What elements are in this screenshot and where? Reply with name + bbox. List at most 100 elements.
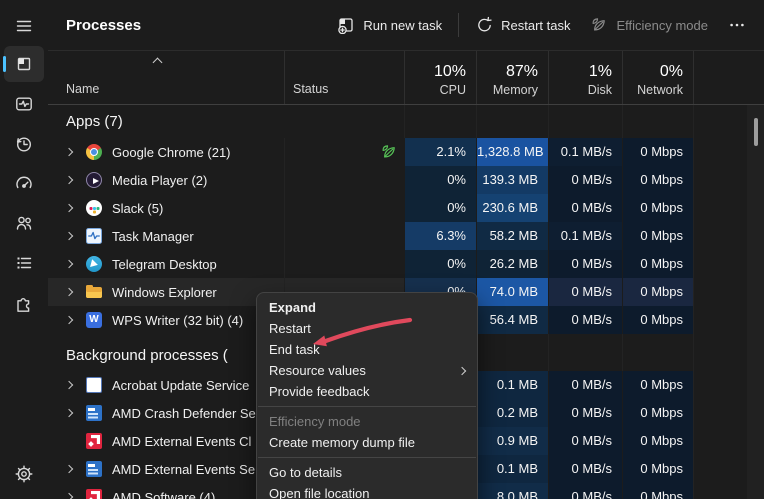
chrome-icon — [86, 144, 102, 160]
network-cell: 0 Mbps — [622, 250, 693, 278]
disk-total-percent: 1% — [589, 63, 612, 81]
disk-cell: 0 MB/s — [548, 371, 622, 399]
process-name: Telegram Desktop — [112, 257, 217, 272]
sidebar-item-details[interactable] — [4, 245, 44, 281]
menu-item-create-memory-dump[interactable]: Create memory dump file — [257, 432, 477, 453]
windows-explorer-folder-icon — [86, 284, 102, 300]
restart-task-button[interactable]: Restart task — [465, 10, 580, 40]
vertical-scrollbar-thumb[interactable] — [754, 118, 758, 146]
amd-icon — [86, 433, 102, 449]
expand-chevron-icon[interactable] — [66, 289, 82, 295]
network-cell: 0 Mbps — [622, 222, 693, 250]
expand-chevron-icon[interactable] — [66, 261, 82, 267]
column-header-status[interactable]: Status — [284, 51, 404, 104]
process-row-media-player[interactable]: Media Player (2) 0% 139.3 MB 0 MB/s 0 Mb… — [48, 166, 747, 194]
menu-item-go-to-details[interactable]: Go to details — [257, 462, 477, 483]
process-name: Task Manager — [112, 229, 194, 244]
sidebar-item-app-history[interactable] — [4, 126, 44, 162]
process-name: Acrobat Update Service — [112, 378, 249, 393]
network-total-percent: 0% — [660, 63, 683, 81]
context-menu: Expand Restart End task Resource values … — [256, 292, 478, 499]
expand-chevron-icon[interactable] — [66, 494, 82, 499]
slack-icon — [86, 200, 102, 216]
sidebar — [0, 0, 48, 499]
sidebar-item-processes[interactable] — [4, 46, 44, 82]
toolbar: Processes Run new task Restart task — [48, 0, 764, 50]
disk-cell: 0 MB/s — [548, 166, 622, 194]
name-column-label: Name — [66, 82, 99, 96]
more-ellipsis-icon — [728, 16, 746, 34]
process-name: Google Chrome (21) — [112, 145, 231, 160]
expand-chevron-icon[interactable] — [66, 149, 82, 155]
status-cell — [284, 250, 404, 278]
process-row-task-manager[interactable]: Task Manager 6.3% 58.2 MB 0.1 MB/s 0 Mbp… — [48, 222, 747, 250]
menu-item-expand[interactable]: Expand — [257, 297, 477, 318]
memory-cell: 26.2 MB — [476, 250, 548, 278]
sidebar-item-startup-apps[interactable] — [4, 165, 44, 201]
column-header-disk[interactable]: 1% Disk — [548, 51, 622, 104]
hamburger-menu-button[interactable] — [4, 8, 44, 44]
wps-writer-icon — [86, 312, 102, 328]
menu-item-open-file-location[interactable]: Open file location — [257, 483, 477, 499]
menu-item-resource-values[interactable]: Resource values — [257, 360, 477, 381]
details-list-icon — [14, 253, 34, 273]
network-cell: 0 Mbps — [622, 427, 693, 455]
menu-item-restart[interactable]: Restart — [257, 318, 477, 339]
memory-cell: 0.2 MB — [476, 399, 548, 427]
cpu-total-percent: 10% — [434, 63, 466, 81]
status-column-label: Status — [293, 82, 328, 96]
column-header-name[interactable]: Name — [48, 51, 284, 104]
process-name: WPS Writer (32 bit) (4) — [112, 313, 243, 328]
page-title: Processes — [66, 17, 141, 34]
expand-chevron-icon[interactable] — [66, 177, 82, 183]
memory-cell: 0.1 MB — [476, 371, 548, 399]
menu-item-provide-feedback[interactable]: Provide feedback — [257, 381, 477, 402]
startup-gauge-icon — [14, 173, 34, 193]
status-cell — [284, 138, 404, 166]
expand-chevron-icon[interactable] — [66, 382, 82, 388]
menu-separator — [258, 406, 476, 407]
toolbar-divider — [458, 13, 459, 37]
more-options-button[interactable] — [718, 10, 756, 40]
task-manager-icon — [86, 228, 102, 244]
run-new-task-button[interactable]: Run new task — [327, 10, 452, 40]
memory-cell: 1,328.8 MB — [476, 138, 548, 166]
efficiency-mode-button[interactable]: Efficiency mode — [580, 10, 718, 40]
generic-window-icon — [86, 377, 102, 393]
disk-cell: 0 MB/s — [548, 399, 622, 427]
disk-cell: 0 MB/s — [548, 250, 622, 278]
resource-values-label: Resource values — [269, 363, 366, 378]
sidebar-item-users[interactable] — [4, 205, 44, 241]
expand-chevron-icon[interactable] — [66, 233, 82, 239]
hamburger-icon — [14, 16, 34, 36]
process-name: AMD External Events Se — [112, 462, 255, 477]
submenu-chevron-icon — [458, 366, 466, 374]
sidebar-item-services[interactable] — [4, 285, 44, 321]
memory-cell: 0.1 MB — [476, 455, 548, 483]
process-row-telegram-desktop[interactable]: Telegram Desktop 0% 26.2 MB 0 MB/s 0 Mbp… — [48, 250, 747, 278]
expand-chevron-icon[interactable] — [66, 410, 82, 416]
performance-pulse-icon — [14, 94, 34, 114]
expand-chevron-icon[interactable] — [66, 205, 82, 211]
process-name: AMD Crash Defender Se — [112, 406, 256, 421]
sidebar-item-settings[interactable] — [4, 456, 44, 492]
column-header-cpu[interactable]: 10% CPU — [404, 51, 476, 104]
menu-item-efficiency-mode[interactable]: Efficiency mode — [257, 411, 477, 432]
process-row-google-chrome[interactable]: Google Chrome (21) 2.1% 1,328.8 MB 0.1 M… — [48, 138, 747, 166]
column-header-memory[interactable]: 87% Memory — [476, 51, 548, 104]
blue-window-icon — [86, 461, 102, 477]
blue-window-icon — [86, 405, 102, 421]
process-row-slack[interactable]: Slack (5) 0% 230.6 MB 0 MB/s 0 Mbps — [48, 194, 747, 222]
menu-item-end-task[interactable]: End task — [257, 339, 477, 360]
column-header-network[interactable]: 0% Network — [622, 51, 693, 104]
efficiency-leaf-status-icon — [380, 143, 398, 161]
processes-grid-icon — [14, 54, 34, 74]
process-name: Media Player (2) — [112, 173, 207, 188]
memory-total-percent: 87% — [506, 63, 538, 81]
vertical-scrollbar-track[interactable] — [747, 105, 764, 499]
media-player-icon — [86, 172, 102, 188]
expand-chevron-icon[interactable] — [66, 317, 82, 323]
sidebar-item-performance[interactable] — [4, 86, 44, 122]
process-name: Slack (5) — [112, 201, 163, 216]
expand-chevron-icon[interactable] — [66, 466, 82, 472]
